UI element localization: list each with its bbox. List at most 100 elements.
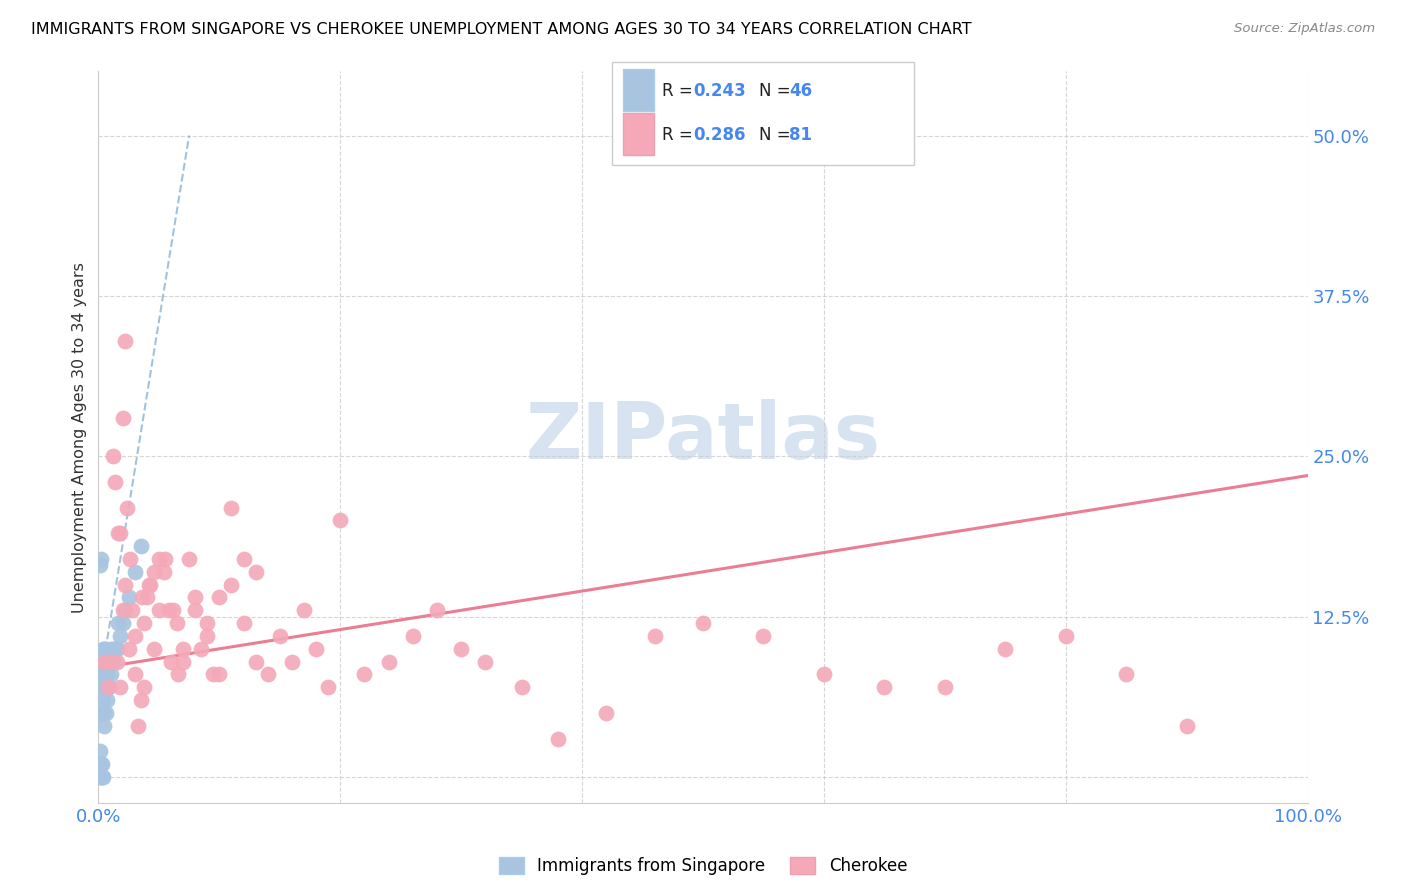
Point xyxy=(100,655,122,669)
Point xyxy=(96,655,118,669)
Point xyxy=(195,629,218,643)
Point xyxy=(139,577,162,591)
Point xyxy=(93,719,115,733)
Point xyxy=(184,591,207,605)
Point xyxy=(813,667,835,681)
Point xyxy=(208,667,231,681)
Point xyxy=(134,616,156,631)
Point xyxy=(202,667,225,681)
Point xyxy=(221,500,243,515)
Point xyxy=(329,514,352,528)
Point xyxy=(93,706,115,720)
Text: 46: 46 xyxy=(789,82,811,100)
Point xyxy=(91,655,114,669)
Point xyxy=(994,641,1017,656)
Text: ZIPatlas: ZIPatlas xyxy=(526,399,880,475)
Point xyxy=(124,629,146,643)
Point xyxy=(93,655,115,669)
Point xyxy=(118,641,141,656)
Point xyxy=(108,681,131,695)
Point xyxy=(111,616,134,631)
Text: N =: N = xyxy=(759,126,796,144)
Point xyxy=(103,655,125,669)
Point xyxy=(91,641,114,656)
Point xyxy=(474,655,496,669)
Legend: Immigrants from Singapore, Cherokee: Immigrants from Singapore, Cherokee xyxy=(499,856,907,875)
Point xyxy=(91,770,114,784)
Point xyxy=(124,667,146,681)
Text: R =: R = xyxy=(662,82,699,100)
Point xyxy=(426,603,449,617)
Point xyxy=(269,629,291,643)
Point xyxy=(104,475,127,489)
Point xyxy=(107,616,129,631)
Point xyxy=(94,681,117,695)
Point xyxy=(104,641,127,656)
Text: IMMIGRANTS FROM SINGAPORE VS CHEROKEE UNEMPLOYMENT AMONG AGES 30 TO 34 YEARS COR: IMMIGRANTS FROM SINGAPORE VS CHEROKEE UN… xyxy=(31,22,972,37)
Point xyxy=(107,526,129,541)
Point xyxy=(114,577,136,591)
Point xyxy=(100,641,122,656)
Point xyxy=(101,450,124,464)
Point xyxy=(157,603,180,617)
Point xyxy=(105,641,128,656)
Point xyxy=(135,591,157,605)
Point xyxy=(752,629,775,643)
Point xyxy=(377,655,399,669)
Point xyxy=(134,681,156,695)
Point xyxy=(93,667,115,681)
Point xyxy=(100,667,122,681)
Point xyxy=(143,565,166,579)
Point xyxy=(89,757,111,772)
Point xyxy=(208,591,231,605)
Point xyxy=(91,681,114,695)
Point xyxy=(166,616,188,631)
Point xyxy=(232,616,254,631)
Point xyxy=(402,629,425,643)
Point xyxy=(152,565,174,579)
Point xyxy=(179,552,201,566)
Point xyxy=(97,681,120,695)
Point xyxy=(108,526,131,541)
Text: 0.243: 0.243 xyxy=(693,82,747,100)
Point xyxy=(91,770,114,784)
Point xyxy=(98,681,121,695)
Point xyxy=(184,603,207,617)
Point xyxy=(89,744,111,758)
Text: 0.286: 0.286 xyxy=(693,126,745,144)
Point xyxy=(114,603,136,617)
Point xyxy=(148,603,170,617)
Point xyxy=(100,655,122,669)
Point xyxy=(96,667,118,681)
Point xyxy=(190,641,212,656)
Point xyxy=(644,629,666,643)
Point xyxy=(129,539,152,553)
Point xyxy=(93,681,115,695)
Point xyxy=(232,552,254,566)
Point xyxy=(94,641,117,656)
Point xyxy=(129,693,152,707)
Point xyxy=(160,655,183,669)
Point xyxy=(510,681,533,695)
Point xyxy=(94,667,117,681)
Y-axis label: Unemployment Among Ages 30 to 34 years: Unemployment Among Ages 30 to 34 years xyxy=(72,261,87,613)
Point xyxy=(97,681,120,695)
Point xyxy=(101,641,124,656)
Point xyxy=(873,681,896,695)
Point xyxy=(692,616,714,631)
Text: R =: R = xyxy=(662,126,699,144)
Point xyxy=(1115,667,1137,681)
Point xyxy=(118,591,141,605)
Point xyxy=(105,655,128,669)
Point xyxy=(108,629,131,643)
Point xyxy=(245,655,267,669)
Point xyxy=(93,641,115,656)
Point xyxy=(292,603,315,617)
Point xyxy=(96,693,118,707)
Point xyxy=(118,552,141,566)
Point xyxy=(90,770,112,784)
Point xyxy=(121,603,143,617)
Point xyxy=(131,591,153,605)
Text: N =: N = xyxy=(759,82,796,100)
Point xyxy=(221,577,243,591)
